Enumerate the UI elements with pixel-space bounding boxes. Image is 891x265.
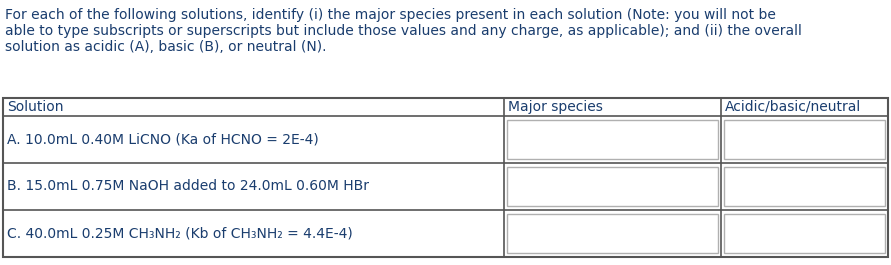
Text: C. 40.0mL 0.25M CH₃NH₂ (Kb of CH₃NH₂ = 4.4E-4): C. 40.0mL 0.25M CH₃NH₂ (Kb of CH₃NH₂ = 4… xyxy=(7,227,353,241)
Text: Major species: Major species xyxy=(508,100,603,114)
Text: For each of the following solutions, identify (i) the major species present in e: For each of the following solutions, ide… xyxy=(5,8,776,22)
Bar xyxy=(723,214,885,253)
Bar xyxy=(3,98,888,257)
Text: Solution: Solution xyxy=(7,100,63,114)
Bar xyxy=(507,120,718,159)
Text: A. 10.0mL 0.40M LiCNO (Ka of HCNO = 2E-4): A. 10.0mL 0.40M LiCNO (Ka of HCNO = 2E-4… xyxy=(7,132,319,147)
Bar xyxy=(723,167,885,206)
Bar xyxy=(507,214,718,253)
Text: B. 15.0mL 0.75M NaOH added to 24.0mL 0.60M HBr: B. 15.0mL 0.75M NaOH added to 24.0mL 0.6… xyxy=(7,179,369,193)
Bar xyxy=(723,120,885,159)
Text: Acidic/basic/neutral: Acidic/basic/neutral xyxy=(724,100,861,114)
Text: able to type subscripts or superscripts but include those values and any charge,: able to type subscripts or superscripts … xyxy=(5,24,802,38)
Text: solution as acidic (A), basic (B), or neutral (N).: solution as acidic (A), basic (B), or ne… xyxy=(5,40,326,54)
Bar xyxy=(507,167,718,206)
